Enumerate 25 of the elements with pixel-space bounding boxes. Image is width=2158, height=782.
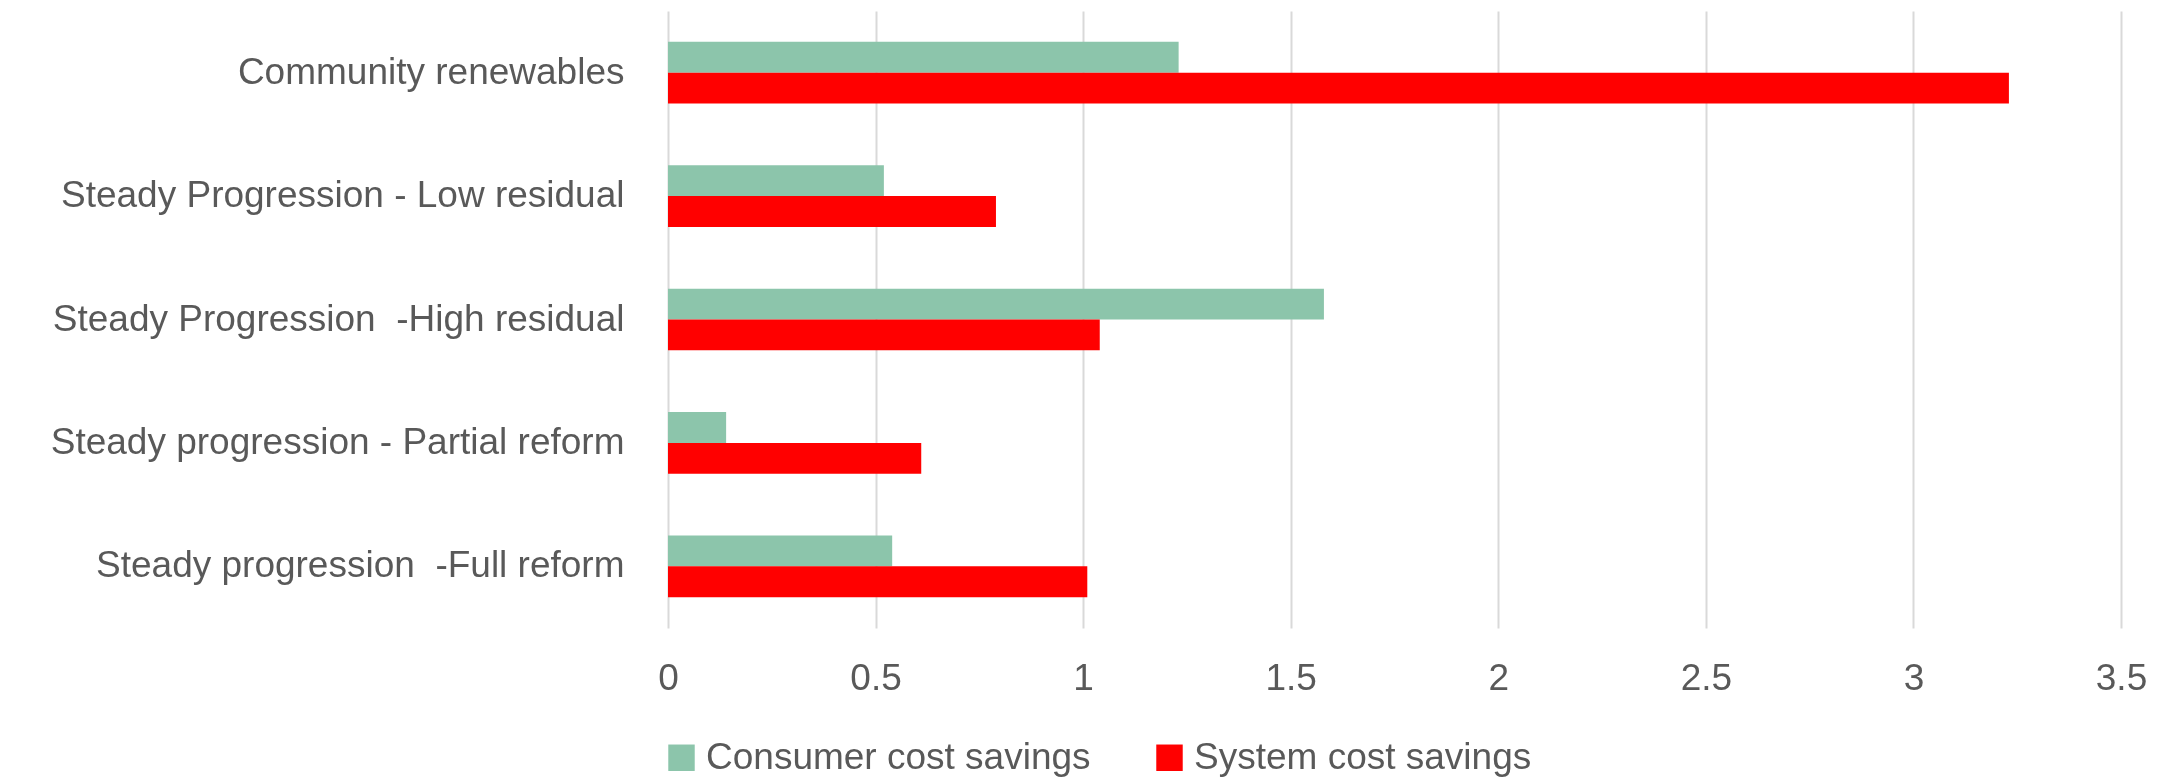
- bar: [668, 288, 1324, 320]
- bar: [668, 566, 1088, 598]
- legend-label: System cost savings: [1194, 735, 1532, 777]
- y-tick-label: Steady progression - Partial reform: [50, 420, 625, 462]
- x-tick-label: 1: [1073, 656, 1094, 698]
- bar: [668, 442, 922, 474]
- y-tick-label: Steady Progression - Low residual: [60, 174, 625, 216]
- x-tick-label: 0.5: [850, 656, 902, 698]
- y-tick-label: Steady progression -Full reform: [96, 544, 625, 586]
- bar: [668, 72, 2009, 104]
- x-tick-label: 2.5: [1680, 656, 1733, 698]
- bar: [668, 535, 893, 567]
- bar: [668, 41, 1179, 73]
- bar: [668, 412, 727, 443]
- bar: [668, 165, 884, 197]
- x-tick-label: 3.5: [2095, 656, 2148, 698]
- bar: [668, 319, 1100, 351]
- x-tick-label: 0: [658, 656, 679, 698]
- x-tick-label: 2: [1488, 656, 1510, 698]
- x-tick-label: 1.5: [1265, 656, 1317, 698]
- x-tick-label: 3: [1903, 656, 1925, 698]
- bar: [668, 196, 996, 227]
- legend-label: Consumer cost savings: [706, 735, 1091, 777]
- y-tick-label: Community renewables: [237, 50, 625, 92]
- y-tick-label: Steady Progression -High residual: [52, 297, 625, 339]
